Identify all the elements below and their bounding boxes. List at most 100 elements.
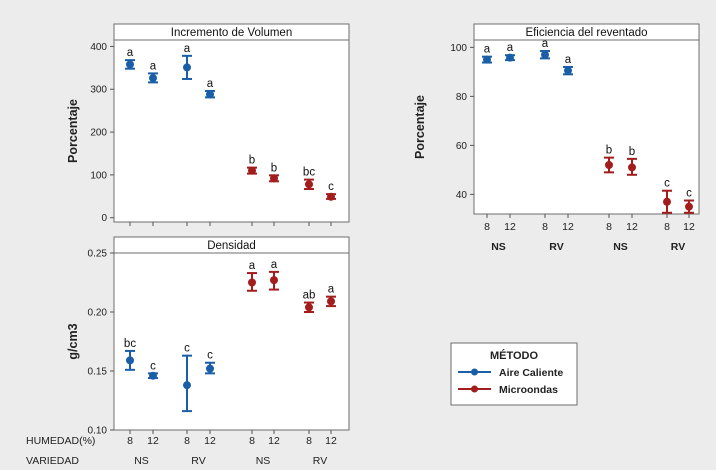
mean-point	[541, 50, 549, 59]
interval-aire-caliente-rv-8: c	[182, 343, 192, 413]
interval-aire-caliente-ns-12: a	[505, 42, 515, 62]
humedad-tick-label: 12	[626, 221, 638, 233]
interval-microondas-rv-8: ab	[303, 290, 316, 313]
panel-eficiencia-del-reventado: Eficiencia del reventado 40 60 80 100 Porcent…	[413, 23, 700, 253]
significance-letter: a	[565, 54, 572, 66]
variedad-tick-label: NS	[491, 241, 506, 253]
significance-letter: a	[328, 284, 335, 296]
panel-title-strip	[113, 236, 350, 254]
legend: MÉTODO Aire Caliente Microondas	[450, 342, 578, 406]
significance-letter: c	[686, 188, 692, 200]
mean-point	[149, 74, 157, 83]
y-tick-label: 300	[90, 85, 107, 96]
significance-letter: a	[207, 78, 214, 90]
variedad-tick-label: NS	[134, 455, 149, 467]
variedad-tick-label: RV	[671, 241, 685, 253]
mean-point	[605, 160, 613, 169]
mean-point	[183, 63, 191, 72]
y-tick-label: 100	[90, 170, 107, 181]
humedad-tick-label: 12	[204, 435, 216, 447]
variedad-tick-label: RV	[313, 455, 327, 467]
humedad-tick-label: 8	[184, 435, 190, 447]
significance-letter: a	[184, 43, 191, 55]
y-tick-label: 0	[101, 213, 107, 224]
humedad-tick-label: 8	[664, 221, 670, 233]
panel-title: Densidad	[207, 240, 256, 252]
panel-incremento-de-volumen: Incremento de Volumen 0 100 200 300 400 Porcen…	[66, 23, 350, 226]
y-tick-label: 100	[450, 43, 467, 54]
significance-letter: bc	[124, 338, 136, 350]
interval-microondas-ns-8: b	[604, 145, 614, 174]
significance-letter: c	[328, 181, 334, 193]
humedad-tick-label: 12	[504, 221, 516, 233]
significance-letter: ab	[303, 290, 316, 302]
mean-point	[305, 303, 313, 312]
mean-point	[305, 180, 313, 189]
interval-aire-caliente-ns-12: c	[148, 360, 158, 380]
y-axis-label: Porcentaje	[413, 95, 427, 159]
variedad-tick-label: NS	[613, 241, 628, 253]
significance-letter: a	[150, 60, 157, 72]
significance-letter: c	[664, 178, 670, 190]
interval-aire-caliente-rv-12: c	[205, 350, 215, 375]
significance-letter: b	[606, 145, 612, 157]
interval-microondas-rv-12: a	[326, 284, 336, 308]
interval-microondas-ns-12: a	[269, 259, 279, 291]
variedad-row-label: VARIEDAD	[26, 455, 79, 467]
mean-point	[685, 202, 693, 211]
interval-microondas-rv-8: bc	[303, 167, 315, 191]
significance-letter: bc	[303, 167, 315, 179]
significance-letter: b	[271, 162, 277, 174]
humedad-tick-label: 12	[268, 435, 280, 447]
mean-point	[663, 197, 671, 206]
significance-letter: a	[249, 260, 256, 272]
significance-letter: c	[150, 360, 156, 372]
significance-letter: b	[249, 155, 255, 167]
interval-aire-caliente-rv-8: a	[540, 38, 550, 60]
panel-title: Eficiencia del reventado	[525, 27, 647, 39]
significance-letter: a	[271, 259, 278, 271]
y-tick-label: 40	[456, 190, 468, 201]
variedad-tick-label: RV	[549, 241, 563, 253]
interval-microondas-rv-12: c	[326, 181, 336, 201]
mean-point	[270, 276, 278, 285]
mean-point	[248, 166, 256, 175]
humedad-tick-label: 12	[562, 221, 574, 233]
significance-letter: a	[507, 42, 514, 54]
humedad-tick-label: 8	[606, 221, 612, 233]
interval-aire-caliente-ns-8: bc	[124, 338, 136, 371]
humedad-tick-label: 8	[306, 435, 312, 447]
variedad-tick-label: NS	[256, 455, 271, 467]
y-tick-label: 400	[90, 42, 107, 53]
y-tick-label: 80	[456, 92, 468, 103]
y-tick-label: 0.25	[88, 249, 108, 260]
interval-microondas-ns-8: b	[247, 155, 257, 175]
legend-item-microondas: Microondas	[458, 384, 558, 396]
interval-microondas-ns-12: b	[269, 162, 279, 183]
humedad-row-label: HUMEDAD(%)	[26, 435, 95, 447]
mean-point	[270, 174, 278, 183]
interval-microondas-ns-12: b	[627, 146, 637, 176]
mean-point	[149, 371, 157, 380]
interval-aire-caliente-rv-12: a	[563, 54, 573, 76]
mean-point	[628, 163, 636, 172]
interval-aire-caliente-rv-12: a	[205, 78, 215, 99]
y-axis-label: Porcentaje	[66, 99, 80, 163]
y-tick-label: 200	[90, 128, 107, 139]
interval-microondas-ns-8: a	[247, 260, 257, 292]
significance-letter: a	[542, 38, 549, 50]
y-tick-label: 60	[456, 141, 468, 152]
mean-point	[206, 90, 214, 99]
mean-point	[506, 53, 514, 62]
significance-letter: b	[629, 146, 635, 158]
mean-point	[126, 356, 134, 365]
significance-letter: c	[184, 343, 190, 355]
mean-point	[564, 66, 572, 75]
mean-point	[248, 278, 256, 287]
humedad-tick-label: 8	[127, 435, 133, 447]
legend-label-aire-caliente: Aire Caliente	[499, 367, 563, 379]
mean-point	[126, 60, 134, 69]
legend-label-microondas: Microondas	[499, 384, 558, 396]
